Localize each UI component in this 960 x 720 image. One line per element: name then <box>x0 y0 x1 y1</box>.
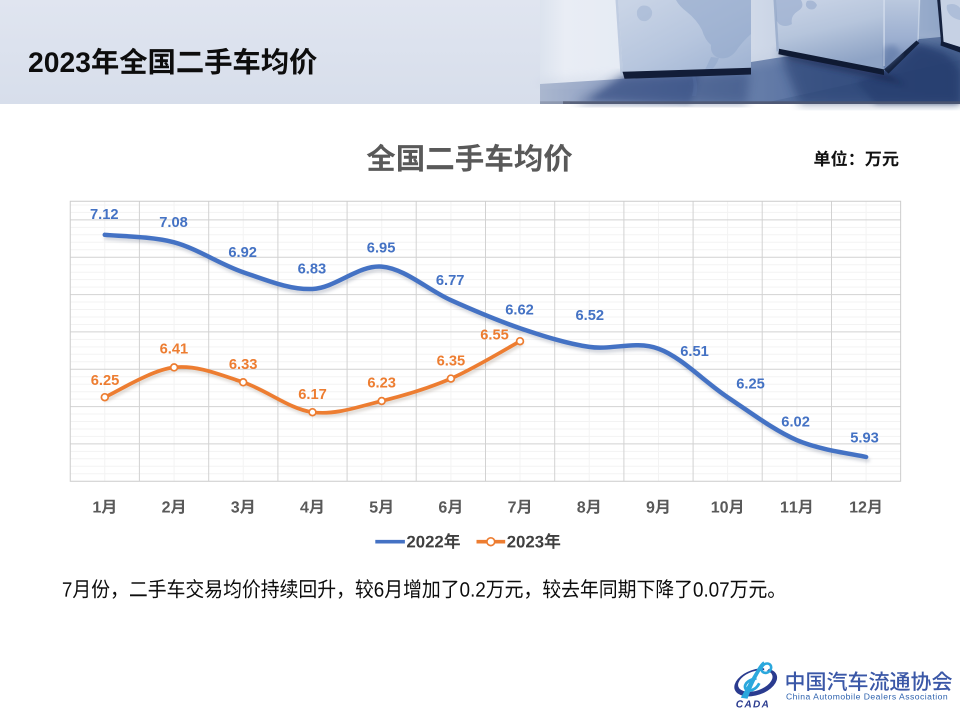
svg-text:6.25: 6.25 <box>736 376 765 392</box>
svg-text:6.17: 6.17 <box>298 387 327 403</box>
svg-text:6.92: 6.92 <box>228 245 257 261</box>
svg-text:7.12: 7.12 <box>90 207 119 223</box>
svg-text:6.23: 6.23 <box>367 376 396 392</box>
svg-text:6.02: 6.02 <box>781 415 810 431</box>
svg-text:7.08: 7.08 <box>159 215 188 231</box>
svg-text:6.83: 6.83 <box>298 262 327 278</box>
svg-text:6.25: 6.25 <box>91 373 120 389</box>
svg-text:6.33: 6.33 <box>229 357 258 373</box>
svg-text:5.93: 5.93 <box>850 431 879 447</box>
svg-text:6.52: 6.52 <box>576 308 605 324</box>
svg-text:6.95: 6.95 <box>367 241 396 257</box>
svg-text:6.55: 6.55 <box>480 327 509 343</box>
svg-text:6.51: 6.51 <box>680 344 709 360</box>
svg-text:6.35: 6.35 <box>437 353 466 369</box>
svg-text:6.62: 6.62 <box>505 302 534 318</box>
svg-text:6.77: 6.77 <box>436 273 465 289</box>
svg-text:China Automobile Dealers Assoc: China Automobile Dealers Association <box>786 691 948 701</box>
svg-text:6.41: 6.41 <box>160 341 189 357</box>
